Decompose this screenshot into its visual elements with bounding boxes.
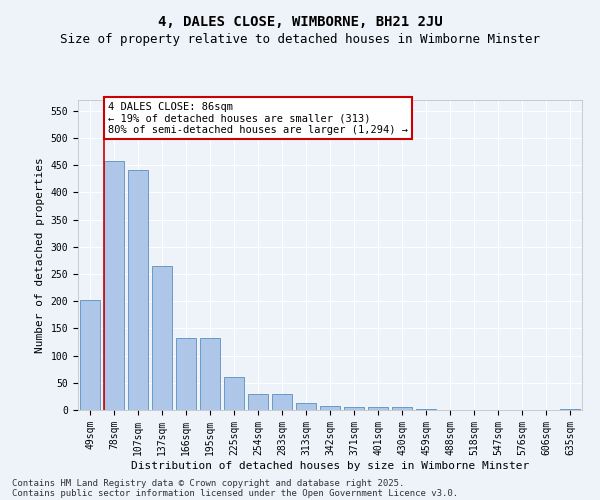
Bar: [248, 394, 268, 410]
Text: Size of property relative to detached houses in Wimborne Minster: Size of property relative to detached ho…: [60, 32, 540, 46]
Bar: [560, 409, 580, 410]
Text: Contains public sector information licensed under the Open Government Licence v3: Contains public sector information licen…: [12, 488, 458, 498]
Bar: [296, 403, 316, 410]
Text: 4 DALES CLOSE: 86sqm
← 19% of detached houses are smaller (313)
80% of semi-deta: 4 DALES CLOSE: 86sqm ← 19% of detached h…: [108, 102, 408, 134]
Bar: [272, 394, 292, 410]
Bar: [128, 170, 148, 410]
Bar: [368, 408, 388, 410]
Y-axis label: Number of detached properties: Number of detached properties: [35, 157, 45, 353]
Bar: [224, 378, 244, 410]
Bar: [200, 338, 220, 410]
Bar: [104, 161, 124, 410]
Bar: [80, 300, 100, 410]
Bar: [392, 408, 412, 410]
Bar: [344, 408, 364, 410]
Bar: [176, 338, 196, 410]
Text: Contains HM Land Registry data © Crown copyright and database right 2025.: Contains HM Land Registry data © Crown c…: [12, 478, 404, 488]
X-axis label: Distribution of detached houses by size in Wimborne Minster: Distribution of detached houses by size …: [131, 460, 529, 470]
Bar: [320, 406, 340, 410]
Bar: [152, 266, 172, 410]
Text: 4, DALES CLOSE, WIMBORNE, BH21 2JU: 4, DALES CLOSE, WIMBORNE, BH21 2JU: [158, 15, 442, 29]
